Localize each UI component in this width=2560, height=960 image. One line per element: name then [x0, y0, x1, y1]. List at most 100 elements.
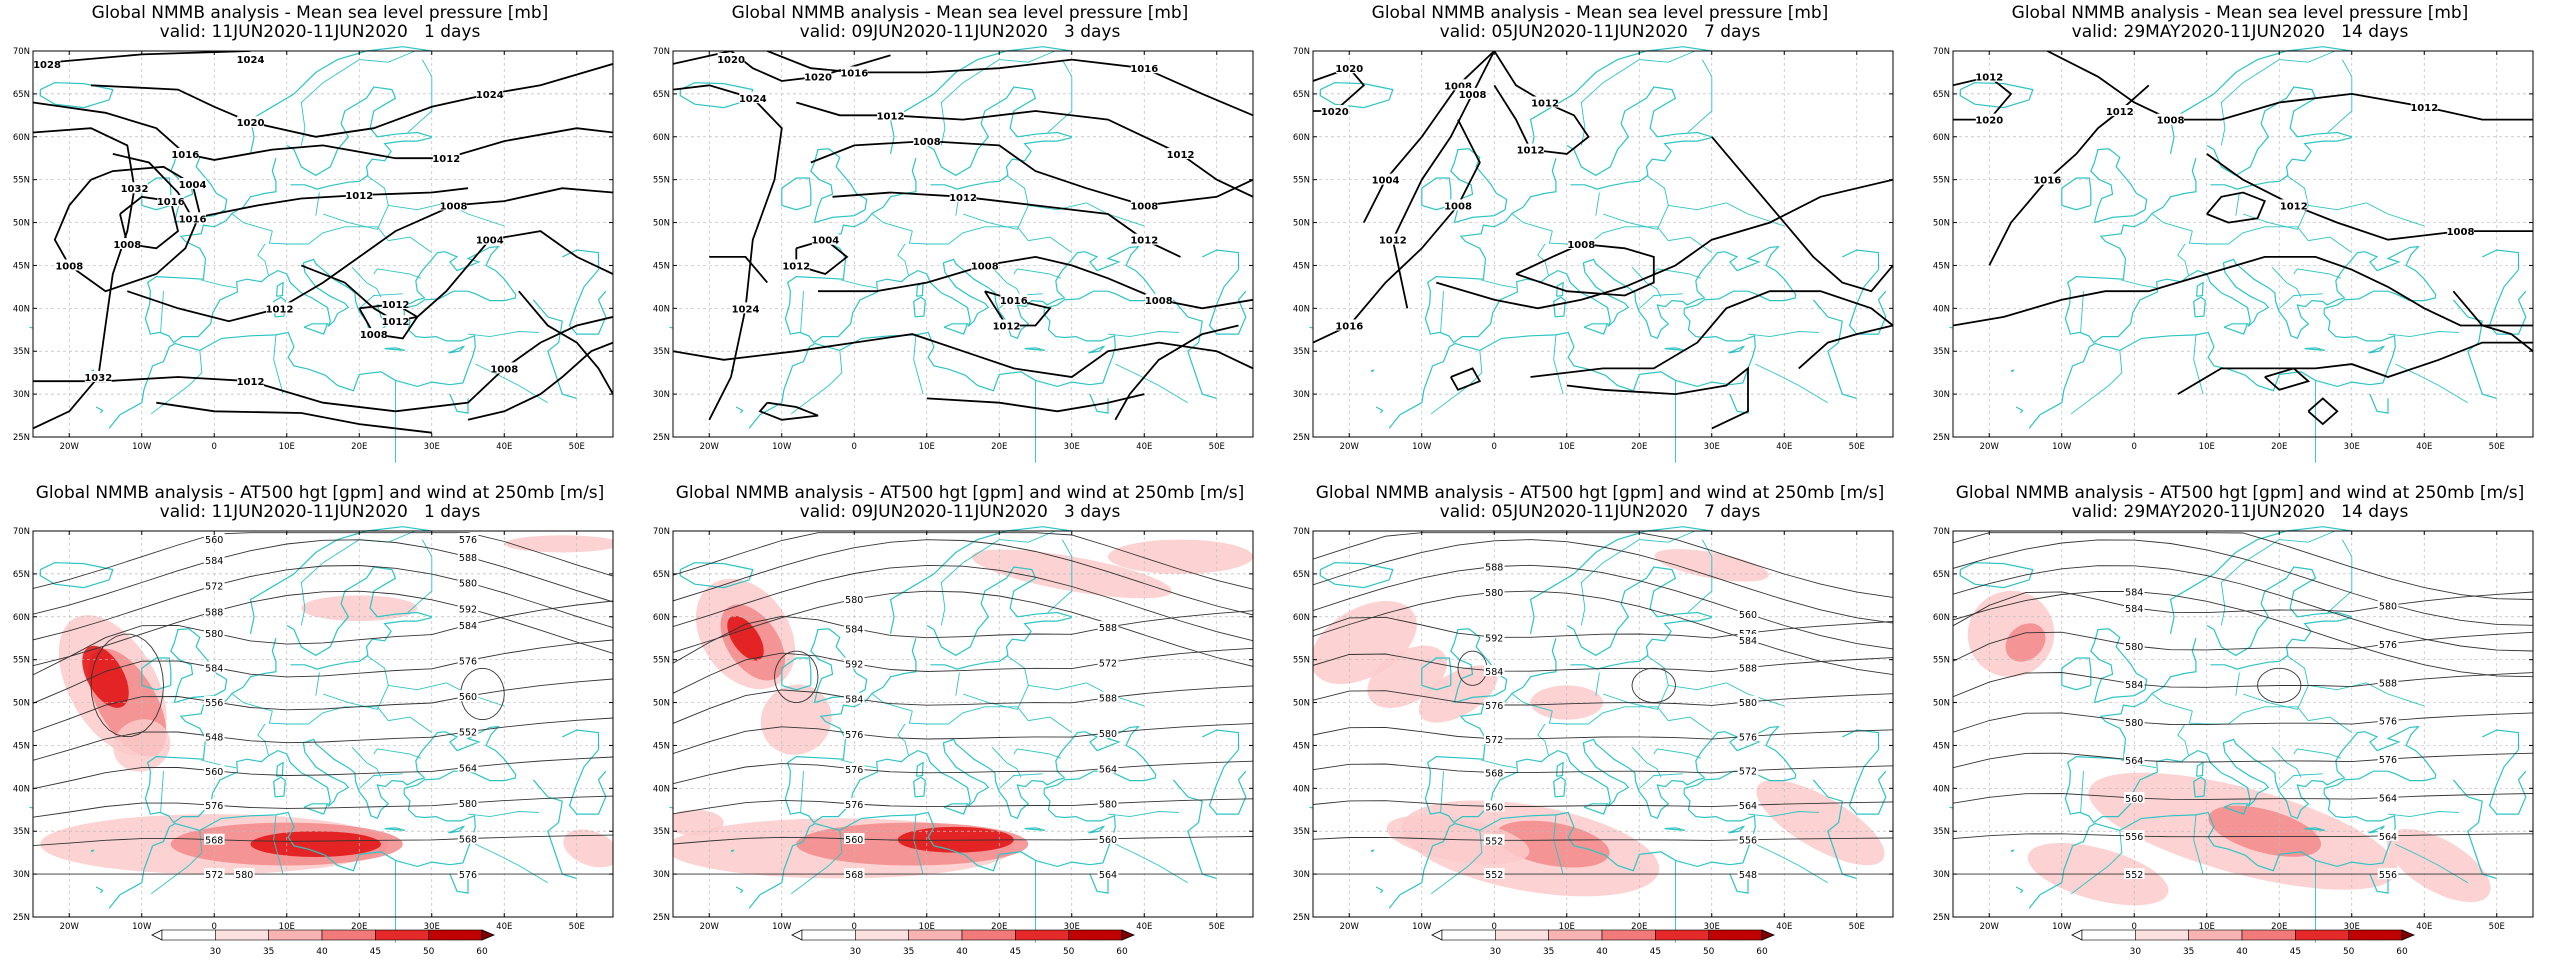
contour-label: 568 — [205, 836, 223, 847]
contour-label: 556 — [205, 698, 223, 709]
map-panel: 552 548 552 556 560 564 568 572 572 576 576 580 584 5… — [1280, 480, 1920, 960]
lat-tick-label: 35N — [1933, 347, 1950, 357]
lon-tick-label: 30E — [1064, 922, 1080, 932]
contour-labels: 552 548 552 556 560 564 568 572 572 576 576 580 584 5… — [1483, 560, 1759, 881]
lon-tick-label: 30E — [424, 442, 440, 452]
colorbar-tick-label: 40 — [956, 947, 968, 957]
lon-tick-label: 0 — [2132, 922, 2137, 932]
lon-tick-label: 20E — [1631, 922, 1647, 932]
panel-title-line: Global NMMB analysis - Mean sea level pr… — [1371, 3, 1829, 23]
contour-label: 1012 — [382, 300, 410, 311]
axis-labels: 70N 65N 60N 55N 50N 45N 40N 35N 30N 25N 20W 10W 0 10E… — [13, 47, 613, 452]
lon-tick-label: 50E — [1849, 922, 1865, 932]
coastlines — [1949, 526, 2527, 943]
contour-label: 564 — [2379, 793, 2397, 804]
lon-tick-label: 50E — [1209, 442, 1225, 452]
lon-tick-label: 10E — [2199, 442, 2215, 452]
lat-tick-label: 40N — [13, 304, 30, 314]
map-canvas: 1020102010041008101210081008101610121012… — [1293, 46, 1894, 463]
contour-label: 1012 — [2410, 103, 2438, 114]
contour-label: 1008 — [1567, 240, 1595, 251]
map-canvas: 572 576 568 568 576 580 560 564 548 552 556 560 584 5… — [13, 526, 614, 943]
panel-title-line: Global NMMB analysis - Mean sea level pr… — [91, 3, 549, 23]
colorbar-tick-label: 45 — [1650, 947, 1661, 957]
lat-tick-label: 55N — [1293, 656, 1310, 666]
contour-label: 1012 — [949, 193, 977, 204]
contour-label: 576 — [459, 657, 477, 668]
contour-label: 576 — [845, 730, 863, 741]
lat-tick-label: 55N — [1293, 176, 1310, 186]
contour-label: 1020 — [1335, 64, 1363, 75]
lon-tick-label: 40E — [496, 442, 512, 452]
map-canvas: 552 548 552 556 560 564 568 572 572 576 576 580 584 5… — [1293, 526, 1894, 943]
lat-tick-label: 35N — [653, 827, 670, 837]
contour-label: 1012 — [782, 261, 810, 272]
map-panel: 572 576 568 568 576 580 560 564 548 552 556 560 584 5… — [0, 480, 640, 960]
colorbar-tick-label: 60 — [2396, 947, 2408, 957]
contour-label: 1020 — [717, 55, 745, 66]
contour-label: 556 — [1739, 836, 1757, 847]
contour-label: 572 — [1099, 658, 1117, 669]
colorbar-tick-label: 45 — [2290, 947, 2301, 957]
lat-tick-label: 70N — [1933, 527, 1950, 537]
graticule — [33, 531, 613, 917]
contour-label: 576 — [459, 535, 477, 546]
contour-label: 576 — [1485, 701, 1503, 712]
map-canvas: 1024 1024 1020 1020 1016 1016 1012 1012 1008 1008… — [653, 46, 1254, 463]
lat-tick-label: 40N — [1293, 304, 1310, 314]
lon-tick-label: 20W — [700, 442, 720, 452]
contour-label: 1016 — [171, 150, 199, 161]
contour-label: 1008 — [913, 137, 941, 148]
lat-tick-label: 60N — [1933, 133, 1950, 143]
map-panel: 1032 1032 1028 1024 1020 1024 1016 1012 1016 1012… — [0, 0, 640, 480]
lat-tick-label: 65N — [653, 570, 670, 580]
contour-label: 568 — [1485, 769, 1503, 780]
contour-label: 552 — [1485, 870, 1503, 881]
lon-tick-label: 10W — [132, 922, 152, 932]
panel-valid-line: valid: 05JUN2020-11JUN2020 7 days — [1439, 22, 1761, 42]
panel-valid-line: valid: 11JUN2020-11JUN2020 1 days — [159, 22, 481, 42]
lat-tick-label: 40N — [653, 304, 670, 314]
contour-label: 556 — [2125, 832, 2143, 843]
lat-tick-label: 50N — [13, 219, 30, 229]
map-canvas: 568 564 560 560 576 580 576 564 576 580 584 588 592 5… — [653, 526, 1254, 943]
colorbar-tick-label: 50 — [423, 947, 435, 957]
contour-label: 584 — [2125, 604, 2143, 615]
contour-label: 560 — [1485, 802, 1503, 813]
contour-label: 588 — [1739, 663, 1757, 674]
lat-tick-label: 45N — [1933, 741, 1950, 751]
lon-tick-label: 10W — [1412, 922, 1432, 932]
lon-tick-label: 20E — [991, 922, 1007, 932]
lon-tick-label: 30E — [1704, 922, 1720, 932]
contour-label: 1008 — [1130, 201, 1158, 212]
lat-tick-label: 65N — [13, 90, 30, 100]
lon-tick-label: 0 — [212, 922, 217, 932]
panel-title: Global NMMB analysis - Mean sea level pr… — [1280, 4, 1920, 42]
lon-tick-label: 40E — [2416, 442, 2432, 452]
lat-tick-label: 70N — [1293, 47, 1310, 57]
contour-label: 560 — [2125, 794, 2143, 805]
map-panel: 568 564 560 560 576 580 576 564 576 580 584 588 592 5… — [640, 480, 1280, 960]
contour-labels: 1032 1032 1028 1024 1020 1024 1016 1012 1016 1012… — [33, 53, 518, 388]
lat-tick-label: 60N — [653, 133, 670, 143]
contour-label: 552 — [1485, 836, 1503, 847]
contour-label: 1016 — [157, 197, 185, 208]
graticule — [33, 51, 613, 437]
lat-tick-label: 30N — [1293, 390, 1310, 400]
colorbar: 30 35 40 45 50 60 — [1431, 929, 1776, 957]
lat-tick-label: 60N — [1933, 613, 1950, 623]
map-canvas: 1012 1020 1008 1012 1016 1012 1012 1008 70N 65N 60… — [1933, 46, 2534, 463]
contour-label: 572 — [205, 870, 223, 881]
colorbar-tick-label: 50 — [1063, 947, 1075, 957]
contour-label: 548 — [1739, 870, 1757, 881]
lat-tick-label: 70N — [13, 527, 30, 537]
lat-tick-label: 65N — [653, 90, 670, 100]
map-panel: 1024 1024 1020 1020 1016 1016 1012 1012 1008 1008… — [640, 0, 1280, 480]
lat-tick-label: 55N — [13, 176, 30, 186]
colorbars: 30 35 40 45 50 60 30 35 40 45 50 60 30 35 40 45 50 60 30 35… — [151, 929, 2416, 957]
contour-label: 580 — [1099, 729, 1117, 740]
lat-tick-label: 25N — [653, 433, 670, 443]
wind-shading — [1313, 549, 1885, 897]
contour-label: 564 — [1099, 870, 1117, 881]
contour-label: 1032 — [121, 184, 149, 195]
